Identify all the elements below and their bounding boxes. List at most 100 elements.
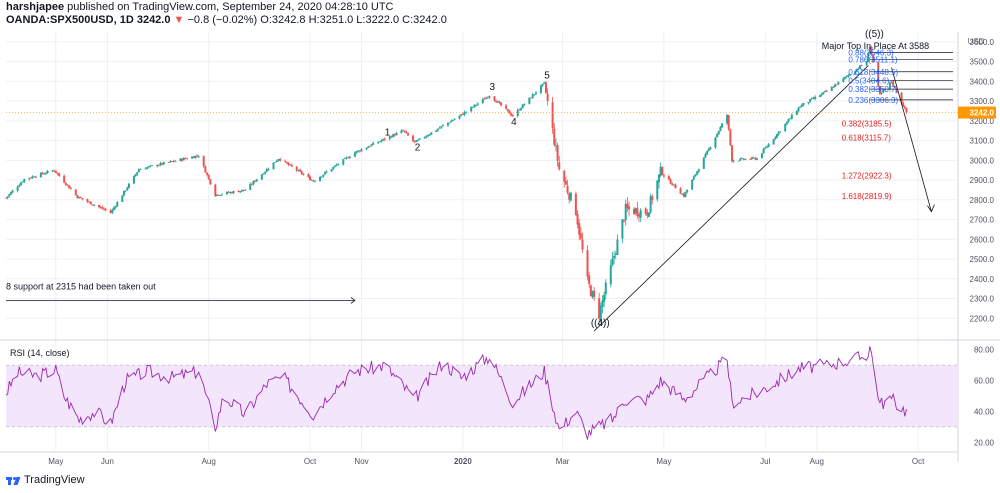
candle-body xyxy=(372,142,375,145)
candle-body xyxy=(481,98,484,104)
candle-body xyxy=(136,172,139,175)
candle-body xyxy=(581,239,584,250)
candle-body xyxy=(360,149,363,152)
candle-body xyxy=(355,151,358,153)
candle-body xyxy=(694,174,697,176)
candle-body xyxy=(672,184,675,186)
fib-level-label: 0.5(3404.6) xyxy=(848,76,889,85)
candle-body xyxy=(81,198,84,200)
candle-body xyxy=(289,164,292,166)
candle-body xyxy=(295,166,298,171)
candle-body xyxy=(825,90,828,92)
trend-line[interactable] xyxy=(593,65,869,332)
candle-body xyxy=(99,207,102,208)
candle-body xyxy=(845,76,848,78)
candle-body xyxy=(53,170,56,172)
candle-body xyxy=(539,85,542,93)
candle-body xyxy=(21,181,24,183)
candle-body xyxy=(272,162,275,170)
candle-body xyxy=(528,97,531,104)
candle-body xyxy=(842,78,845,82)
symbol-name[interactable]: OANDA:SPX500USD, 1D xyxy=(6,14,134,26)
candle-body xyxy=(576,213,579,225)
candle-body xyxy=(156,165,159,166)
candle-body xyxy=(312,180,315,182)
candle-body xyxy=(616,239,619,256)
projection-arrow[interactable] xyxy=(891,67,932,212)
candle-body xyxy=(337,164,340,165)
candle-body xyxy=(568,193,571,200)
candle-body xyxy=(518,109,521,111)
rsi-tick-label: 40.00 xyxy=(974,407,995,416)
tradingview-logo[interactable]: TradingView xyxy=(6,474,85,486)
candle-body xyxy=(681,193,684,195)
candle-body xyxy=(438,127,441,129)
candle-body xyxy=(601,300,604,307)
candle-body xyxy=(696,171,699,175)
candle-body xyxy=(137,169,140,173)
candle-body xyxy=(785,121,788,125)
wave-annotation: 5 xyxy=(544,70,550,81)
candle-body xyxy=(335,164,338,166)
candle-body xyxy=(88,201,91,203)
candle-body xyxy=(116,201,119,207)
candle-body xyxy=(196,155,199,157)
candle-body xyxy=(149,165,152,167)
candle-body xyxy=(832,87,835,88)
candle-body xyxy=(255,179,258,182)
candle-body xyxy=(495,100,498,103)
candle-body xyxy=(737,160,740,162)
publisher-name[interactable]: harshjapee xyxy=(6,1,65,13)
candle-body xyxy=(767,144,770,147)
rsi-pane[interactable]: 80.00 60.00 40.00 20.00 RSI (14, close) xyxy=(5,346,995,448)
candle-body xyxy=(390,136,393,138)
candle-body xyxy=(127,183,130,188)
candle-body xyxy=(430,132,433,135)
candle-body xyxy=(51,170,54,172)
candle-body xyxy=(531,94,534,99)
price-tick-label: 3500.0 xyxy=(970,58,995,67)
symbol-line: OANDA:SPX500USD, 1D 3242.0 ▼ −0.8 (−0.02… xyxy=(6,14,447,26)
candle-body xyxy=(853,71,856,75)
candle-body xyxy=(167,162,170,163)
candle-body xyxy=(760,153,763,158)
candle-body xyxy=(393,134,396,136)
candle-body xyxy=(191,156,194,159)
candle-body xyxy=(332,166,335,170)
tradingview-brand: TradingView xyxy=(24,474,85,486)
candle-body xyxy=(98,204,101,208)
time-tick-label: Oct xyxy=(304,457,317,466)
candle-body xyxy=(704,154,707,158)
wave-annotation: 4 xyxy=(511,117,517,128)
candle-body xyxy=(820,93,823,96)
candle-body xyxy=(400,130,403,133)
candle-body xyxy=(250,184,253,185)
rsi-line[interactable] xyxy=(5,346,907,440)
candle-body xyxy=(343,157,346,159)
candle-body xyxy=(436,128,439,131)
candle-body xyxy=(388,136,391,140)
candle-body xyxy=(144,168,147,170)
candle-body xyxy=(31,176,34,178)
candle-body xyxy=(691,179,694,190)
candle-body xyxy=(299,169,302,172)
candle-body xyxy=(325,171,328,173)
candle-body xyxy=(79,197,82,199)
rsi-tick-label: 20.00 xyxy=(974,438,995,447)
candle-body xyxy=(774,137,777,139)
candle-body xyxy=(194,155,197,159)
candle-body xyxy=(729,129,732,146)
candle-body xyxy=(229,192,232,193)
candle-body xyxy=(476,103,479,105)
price-tick-label: 2900.0 xyxy=(970,176,995,185)
candle-body xyxy=(488,96,491,98)
candle-body xyxy=(104,209,107,211)
candle-body xyxy=(764,147,767,149)
last-price-badge xyxy=(958,106,996,119)
candle-body xyxy=(184,158,187,160)
candle-body xyxy=(649,196,652,213)
candle-body xyxy=(417,139,420,141)
candle-body xyxy=(755,158,758,160)
